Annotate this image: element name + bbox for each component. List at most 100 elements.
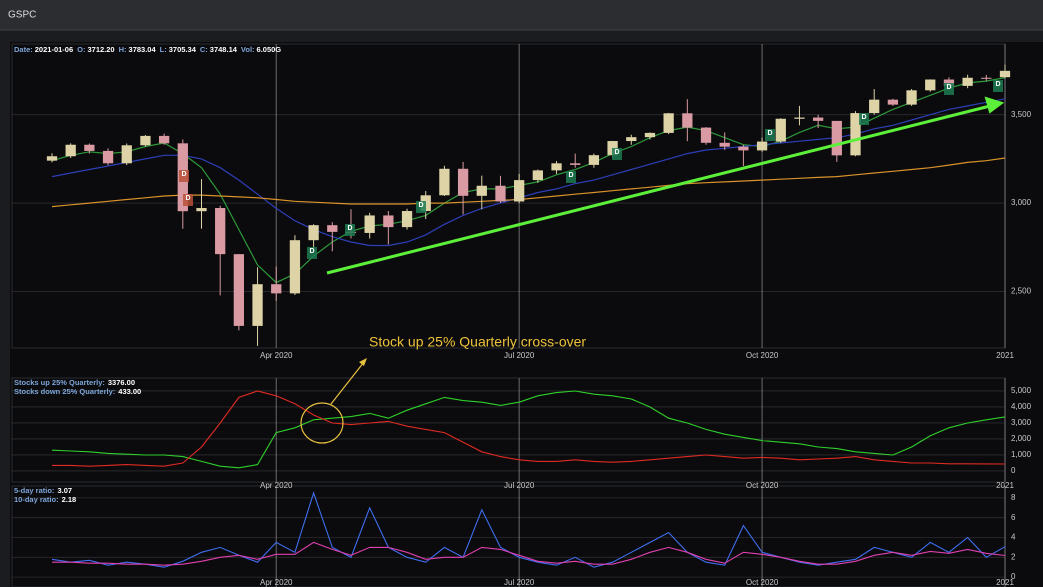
y-tick-label: 0 <box>1011 466 1016 475</box>
moving-average <box>51 98 1006 247</box>
candle-body <box>775 118 786 142</box>
candle-body <box>439 168 450 196</box>
info-key: O: <box>77 45 85 54</box>
marker-label: D <box>614 149 619 156</box>
candle-body <box>943 79 955 86</box>
legend-readout: 2.18 <box>62 495 77 504</box>
series-line <box>52 541 1006 566</box>
candle-body <box>252 284 263 326</box>
candle-body <box>644 132 656 138</box>
marker-badge <box>566 171 576 183</box>
x-tick-label: Jul 2020 <box>504 481 535 490</box>
candle-body <box>887 99 899 105</box>
candle-body <box>196 208 207 212</box>
info-readout: Date: 2021-01-06 O: 3712.20 H: 3783.04 L: 3705.… <box>14 45 281 54</box>
info-value: 3705.34 <box>169 45 197 54</box>
crossover-callout <box>300 358 367 444</box>
y-tick-label: 6 <box>1011 513 1016 522</box>
marker-badge <box>612 148 622 160</box>
marker-badge <box>179 170 189 182</box>
trend-line <box>326 104 991 275</box>
candle-body <box>102 150 114 164</box>
candle-body <box>850 113 861 156</box>
y-tick-label: 4,000 <box>1011 402 1032 411</box>
x-tick-label: 2021 <box>996 578 1014 587</box>
candle-body <box>925 79 936 91</box>
info-key: H: <box>119 45 127 54</box>
candle-body <box>158 135 170 144</box>
info-value: 3748.14 <box>210 45 238 54</box>
marker-label: D <box>309 248 314 255</box>
candle-body <box>364 215 375 233</box>
candle-body <box>383 215 394 228</box>
info-value: 3712.20 <box>87 45 114 54</box>
candle-body <box>999 70 1011 78</box>
info-key: Vol: <box>241 45 255 54</box>
x-tick-label: Jul 2020 <box>504 578 535 587</box>
arrow-head <box>984 96 1005 114</box>
info-value: 2021-01-06 <box>35 45 73 54</box>
series-line <box>51 491 1006 568</box>
charts: 2,500 3,000 3,500 Apr 2020 Jul 2020 Oct 2020 2… <box>11 43 1032 587</box>
legend-entry: 10-day ratio: 2.18 <box>14 495 76 504</box>
marker-badge <box>345 224 355 236</box>
marker-label: D <box>418 202 423 209</box>
candle-body <box>570 163 581 165</box>
y-tick-label: 2 <box>1011 552 1016 561</box>
candle-body <box>962 77 973 86</box>
legend-readout: 3376.00 <box>108 378 135 387</box>
marker-badge <box>765 129 775 141</box>
candle-body <box>981 77 992 79</box>
marker-badge <box>859 113 869 125</box>
marker-label: D <box>995 81 1000 88</box>
info-key: L: <box>160 45 167 54</box>
marker-label: D <box>185 195 190 202</box>
marker-badge <box>993 80 1003 92</box>
legend-name: 10-day ratio: <box>14 495 59 504</box>
y-tick-label: 8 <box>1011 493 1016 502</box>
info-value: 3783.04 <box>129 45 157 54</box>
info-key: Date: <box>14 45 33 54</box>
marker-label: D <box>568 172 573 179</box>
y-tick-label: 0 <box>1011 572 1016 581</box>
moving-average <box>51 157 1006 208</box>
marker-badge <box>944 83 954 95</box>
candle-body <box>271 284 282 294</box>
moving-average <box>51 77 1006 284</box>
marker-badge <box>307 247 317 259</box>
candle-body <box>551 163 562 171</box>
x-tick-label: Oct 2020 <box>746 351 779 360</box>
callout-arrow <box>330 361 365 405</box>
title-bar <box>0 0 1043 30</box>
y-tick-label: 5,000 <box>1011 386 1032 395</box>
candle-body <box>756 141 768 151</box>
series-line <box>51 390 1006 469</box>
x-tick-label: 2021 <box>996 481 1014 490</box>
candle-body <box>906 90 917 105</box>
y-tick-label: 2,000 <box>1011 434 1032 443</box>
series-line <box>52 390 1006 467</box>
legend-readout: 433.00 <box>118 387 141 396</box>
marker-label: D <box>181 171 186 178</box>
y-tick-label: 1,000 <box>1011 450 1032 459</box>
annotation: Stock up 25% Quarterly cross-over <box>369 334 586 350</box>
candle-body <box>812 117 824 121</box>
candle-body <box>308 225 319 241</box>
legend-entry: Stocks up 25% Quarterly: 3376.00 <box>14 378 135 387</box>
marker-label: D <box>347 225 352 232</box>
candle-body <box>588 155 600 165</box>
candle-body <box>831 120 842 156</box>
x-tick-label: Apr 2020 <box>260 578 293 587</box>
info-value: 6.050G <box>257 45 282 54</box>
x-tick-label: Oct 2020 <box>746 481 779 490</box>
candle-body <box>84 144 95 151</box>
plot-background <box>10 42 1043 587</box>
candle-body <box>476 185 487 196</box>
y-tick-label: 3,000 <box>1011 198 1032 207</box>
legend-entry: 5-day ratio: 3.07 <box>14 486 72 495</box>
marker-label: D <box>767 130 772 137</box>
marker-label: D <box>861 114 866 121</box>
marker-badge <box>416 201 426 213</box>
candle-body <box>46 156 58 161</box>
